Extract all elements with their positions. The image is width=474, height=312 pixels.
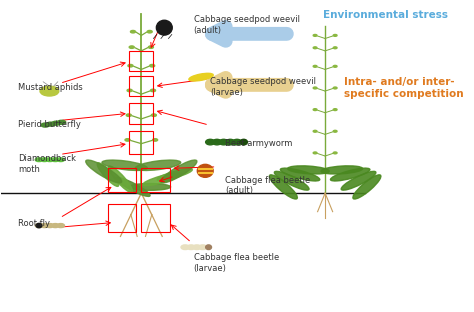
Ellipse shape [46,224,54,227]
Text: Cabbage flea beetle
(adult): Cabbage flea beetle (adult) [225,176,310,196]
Text: Beet armyworm: Beet armyworm [225,139,292,148]
Ellipse shape [269,175,297,199]
Ellipse shape [333,109,337,110]
Ellipse shape [313,152,317,154]
Text: Cabbage flea beetle
(larvae): Cabbage flea beetle (larvae) [193,253,279,273]
Ellipse shape [41,224,48,227]
Ellipse shape [153,139,158,141]
Ellipse shape [52,158,59,162]
Ellipse shape [161,160,197,183]
Ellipse shape [274,171,309,190]
Ellipse shape [330,168,370,181]
Bar [108,168,137,192]
Bar [108,204,137,232]
Ellipse shape [333,47,337,49]
Ellipse shape [240,139,247,145]
Ellipse shape [86,160,122,183]
Ellipse shape [333,66,337,67]
Ellipse shape [41,123,49,127]
Ellipse shape [52,224,59,227]
Ellipse shape [181,245,189,250]
Ellipse shape [189,73,213,81]
Ellipse shape [333,130,337,132]
Ellipse shape [321,166,363,174]
Ellipse shape [126,114,131,116]
Ellipse shape [46,158,54,162]
Ellipse shape [226,139,235,145]
Ellipse shape [197,164,213,177]
Ellipse shape [41,158,48,162]
Text: Pierid butterfly: Pierid butterfly [18,120,81,129]
Ellipse shape [148,46,154,48]
Ellipse shape [116,178,150,197]
Text: Root fly: Root fly [18,219,50,228]
Bar [141,204,170,232]
Ellipse shape [128,65,133,67]
Ellipse shape [130,31,136,33]
Ellipse shape [353,175,381,199]
Text: Mustard aphids: Mustard aphids [18,83,83,92]
Ellipse shape [313,87,317,89]
Ellipse shape [57,224,64,227]
Ellipse shape [206,245,211,250]
Ellipse shape [206,139,215,145]
Ellipse shape [125,139,130,141]
Ellipse shape [313,66,317,67]
Text: Cabbage seedpod weevil
(adult): Cabbage seedpod weevil (adult) [193,15,300,35]
Ellipse shape [151,114,156,116]
Ellipse shape [57,158,64,162]
Ellipse shape [127,89,132,92]
Ellipse shape [280,168,320,181]
Ellipse shape [156,20,172,35]
Ellipse shape [36,223,42,228]
Bar [129,51,153,71]
Ellipse shape [46,122,55,126]
Ellipse shape [313,130,317,132]
Ellipse shape [129,183,171,190]
Ellipse shape [232,139,242,145]
Ellipse shape [333,152,337,154]
Ellipse shape [341,171,376,190]
Ellipse shape [147,31,152,33]
Ellipse shape [193,245,201,250]
Bar [129,131,153,154]
Ellipse shape [212,139,221,145]
Ellipse shape [35,158,43,162]
Ellipse shape [333,34,337,36]
Ellipse shape [199,245,207,250]
Ellipse shape [151,89,155,92]
Bar [141,168,170,192]
Ellipse shape [288,166,329,174]
Text: Intra- and/or inter-
specific competition: Intra- and/or inter- specific competitio… [344,77,464,99]
Ellipse shape [35,224,43,227]
Ellipse shape [143,173,182,186]
Text: Environmental stress: Environmental stress [323,10,448,20]
Text: Cabbage seedpod weevil
(larvae): Cabbage seedpod weevil (larvae) [210,77,316,96]
Ellipse shape [313,47,317,49]
Ellipse shape [219,139,228,145]
Ellipse shape [52,121,60,125]
Ellipse shape [97,163,118,186]
Ellipse shape [102,160,147,170]
Bar [129,76,153,96]
Ellipse shape [333,87,337,89]
Ellipse shape [150,65,155,67]
Ellipse shape [40,86,59,96]
Ellipse shape [157,169,192,180]
Ellipse shape [129,46,134,48]
Ellipse shape [57,120,66,124]
Ellipse shape [313,109,317,110]
Ellipse shape [187,245,195,250]
Text: Diamondback
moth: Diamondback moth [18,154,76,174]
Bar [129,104,153,124]
Ellipse shape [109,166,132,192]
Ellipse shape [136,160,181,170]
Ellipse shape [313,34,317,36]
